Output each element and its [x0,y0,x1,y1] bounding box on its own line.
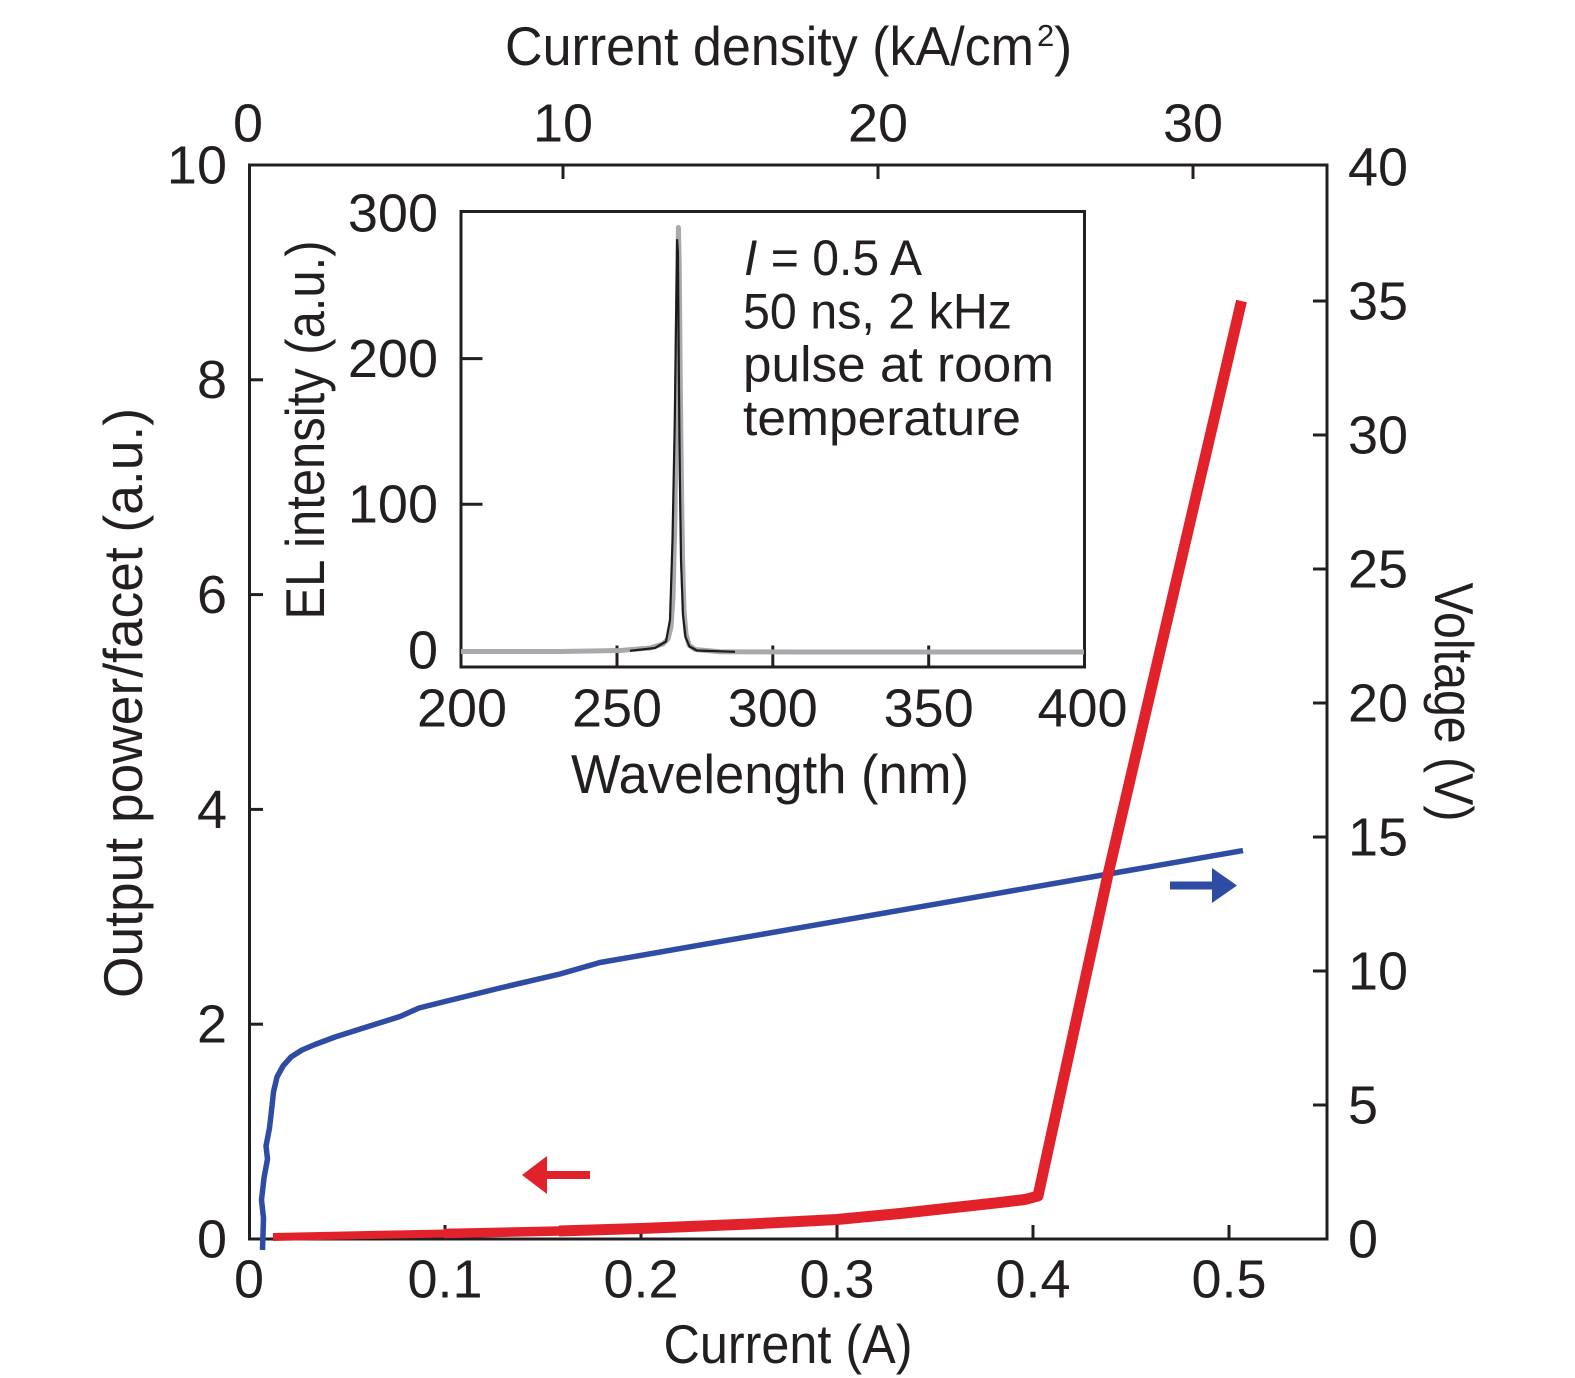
svg-text:0: 0 [233,94,263,154]
svg-text:250: 250 [572,679,662,739]
svg-text:20: 20 [848,94,908,154]
svg-text:4: 4 [197,780,227,840]
svg-text:300: 300 [728,679,818,739]
svg-text:30: 30 [1163,94,1223,154]
svg-text:10: 10 [1348,942,1408,1002]
svg-text:pulse at room: pulse at room [743,337,1054,393]
svg-text:350: 350 [884,679,974,739]
svg-text:0.4: 0.4 [995,1250,1070,1310]
svg-text:0.1: 0.1 [407,1250,482,1310]
svg-text:2: 2 [1037,18,1054,53]
svg-text:Voltage (V): Voltage (V) [1423,583,1485,822]
svg-text:EL intensity (a.u.): EL intensity (a.u.) [274,241,336,620]
svg-text:30: 30 [1348,406,1408,466]
svg-text:0: 0 [1348,1210,1378,1270]
svg-text:I = 0.5 A: I = 0.5 A [744,230,923,286]
svg-text:5: 5 [1348,1076,1378,1136]
svg-text:100: 100 [348,475,438,535]
svg-text:200: 200 [348,329,438,389]
svg-text:): ) [1054,15,1072,77]
svg-text:0.3: 0.3 [799,1250,874,1310]
svg-text:0: 0 [197,1210,227,1270]
svg-text:300: 300 [348,184,438,244]
svg-text:25: 25 [1348,540,1408,600]
svg-text:0: 0 [234,1250,264,1310]
svg-text:0.5: 0.5 [1191,1250,1266,1310]
svg-text:400: 400 [1037,679,1127,739]
svg-text:35: 35 [1348,272,1408,332]
svg-text:10: 10 [167,136,227,196]
svg-text:6: 6 [197,565,227,625]
svg-text:40: 40 [1348,138,1408,198]
svg-text:2: 2 [197,995,227,1055]
svg-text:Current (A): Current (A) [664,1313,913,1375]
svg-text:8: 8 [197,350,227,410]
svg-text:temperature: temperature [743,390,1021,446]
svg-text:15: 15 [1348,808,1408,868]
svg-text:20: 20 [1348,674,1408,734]
svg-text:0.2: 0.2 [603,1250,678,1310]
svg-text:0: 0 [408,621,438,681]
svg-text:Output power/facet (a.u.): Output power/facet (a.u.) [92,408,154,998]
svg-text:200: 200 [417,679,507,739]
svg-text:50 ns, 2 kHz: 50 ns, 2 kHz [743,283,1012,339]
svg-text:Current density (kA/cm: Current density (kA/cm [505,15,1034,77]
svg-text:Wavelength (nm): Wavelength (nm) [571,743,969,805]
svg-text:10: 10 [533,94,593,154]
